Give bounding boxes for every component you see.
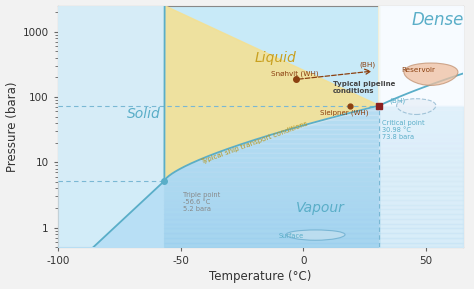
- Text: Liquid: Liquid: [254, 51, 296, 64]
- Text: Snøhvit (WH): Snøhvit (WH): [272, 70, 319, 77]
- Text: Typical ship transport conditions: Typical ship transport conditions: [200, 120, 309, 165]
- Text: Dense: Dense: [411, 11, 464, 29]
- Polygon shape: [246, 5, 379, 143]
- Ellipse shape: [286, 230, 345, 240]
- Polygon shape: [273, 5, 379, 134]
- Text: Typical pipeline
conditions: Typical pipeline conditions: [333, 81, 395, 94]
- X-axis label: Temperature (°C): Temperature (°C): [209, 271, 311, 284]
- Text: Vapour: Vapour: [296, 201, 345, 215]
- Ellipse shape: [397, 99, 436, 114]
- Text: (BH): (BH): [360, 62, 376, 68]
- Polygon shape: [219, 5, 379, 152]
- Polygon shape: [354, 5, 379, 112]
- Polygon shape: [164, 5, 379, 181]
- Text: Sleipner (WH): Sleipner (WH): [320, 110, 369, 116]
- Polygon shape: [327, 5, 379, 119]
- Text: Solid: Solid: [127, 107, 160, 121]
- Text: Reservoir: Reservoir: [401, 67, 436, 73]
- Text: (BH): (BH): [389, 97, 405, 104]
- Text: Surface: Surface: [278, 233, 304, 239]
- Ellipse shape: [404, 63, 458, 85]
- Polygon shape: [300, 5, 379, 127]
- Text: Triple point
-56.6 °C
5.2 bara: Triple point -56.6 °C 5.2 bara: [183, 192, 220, 212]
- Y-axis label: Pressure (bara): Pressure (bara): [6, 81, 18, 172]
- Text: Critical point
30.98 °C
73.8 bara: Critical point 30.98 °C 73.8 bara: [382, 120, 424, 140]
